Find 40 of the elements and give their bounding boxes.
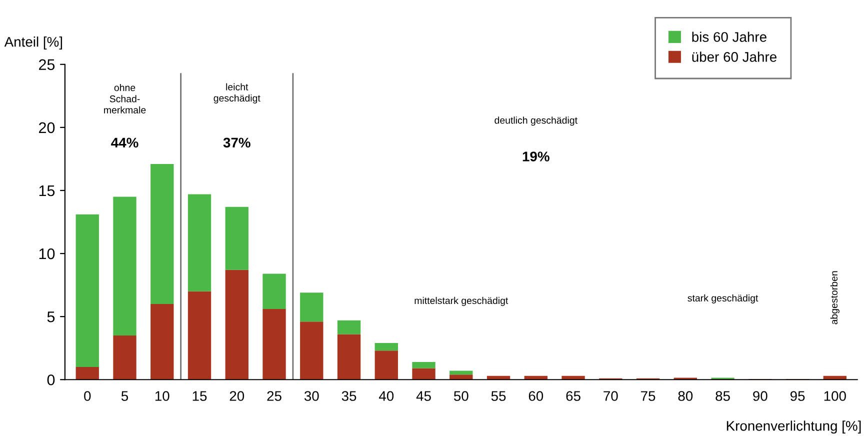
annotation: leicht geschädigt [214,83,260,104]
y-tick-label: 0 [47,374,55,386]
annotation: ohne Schad- merkmale [104,84,146,114]
x-tick-label: 80 [678,391,693,401]
y-axis-title: Anteil [%] [4,36,62,50]
x-tick-label: 25 [267,391,282,401]
x-tick-label: 15 [192,391,207,401]
x-tick-label: 70 [604,391,618,401]
x-axis-title: Kronenverlichtung [%] [726,420,861,434]
x-tick-label: 100 [824,391,846,401]
x-tick-label: 90 [753,391,768,401]
x-tick-label: 95 [790,391,805,401]
x-tick-label: 5 [121,391,128,401]
x-tick-label: 35 [342,391,356,401]
y-tick-label: 15 [39,186,55,196]
x-tick-label: 55 [491,391,506,401]
x-tick-label: 30 [304,391,319,401]
x-tick-label: 50 [454,391,468,401]
annotation: 44% [111,138,138,148]
x-tick-label: 65 [566,391,580,401]
x-tick-label: 20 [230,391,244,401]
x-tick-label: 40 [378,391,394,401]
legend-label: bis 60 Jahre [692,32,766,42]
y-tick-label: 5 [47,312,55,322]
annotation: abgestorben [830,271,840,324]
y-tick-label: 25 [39,59,55,70]
legend-label: über 60 Jahre [692,52,776,62]
x-tick-label: 0 [84,391,91,401]
x-tick-label: 45 [416,391,431,401]
annotation: 37% [223,138,250,148]
x-tick-label: 85 [716,391,730,401]
annotation: 19% [522,152,550,162]
annotation: stark geschädigt [688,294,758,304]
annotation: deutlich geschädigt [494,116,578,126]
x-tick-label: 10 [155,391,170,401]
x-tick-label: 75 [641,391,656,401]
y-tick-label: 10 [39,248,55,260]
annotation: mittelstark geschädigt [414,296,508,306]
y-tick-label: 20 [39,122,55,134]
x-tick-label: 60 [528,391,544,401]
